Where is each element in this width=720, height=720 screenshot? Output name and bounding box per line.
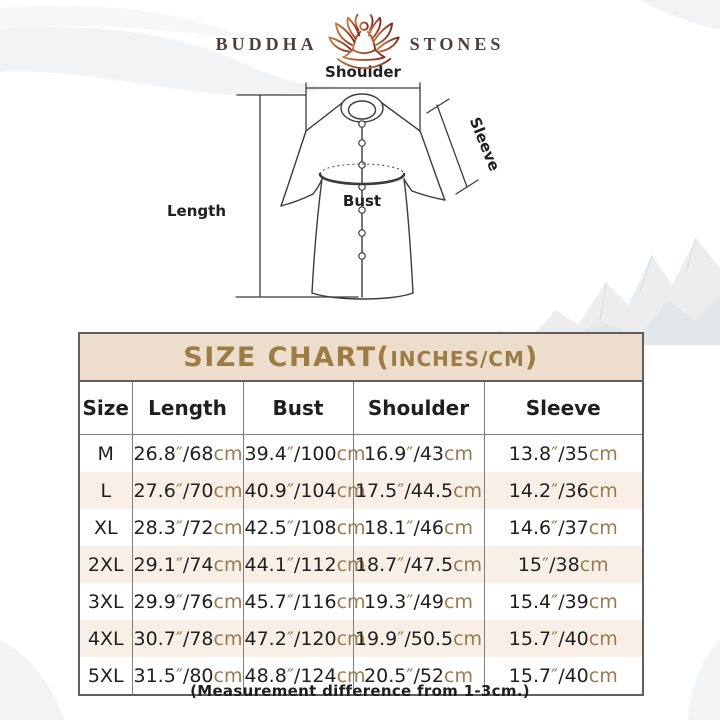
measurement-cell: 28.3″/72cm [131, 509, 243, 546]
shoulder-label: Shoulder [325, 63, 402, 81]
sleeve-label: Sleeve [466, 115, 504, 174]
table-title: SIZE CHART(INCHES/CM) [79, 333, 643, 382]
measurement-cell: 40.9″/104cm [242, 472, 366, 509]
measurement-cell: 30.7″/78cm [131, 620, 243, 657]
garment-measurement-diagram: Shoulder Length Bust Sleeve [167, 63, 504, 300]
measurement-cell: 14.6″/37cm [483, 509, 643, 546]
measurement-cell: 45.7″/116cm [242, 583, 366, 620]
size-cell: 5XL [87, 664, 124, 687]
table-title-unit: INCHES/CM [390, 346, 525, 371]
mountain-ridges [599, 237, 697, 321]
bust-label: Bust [343, 192, 381, 210]
measurement-cell: 18.7″/47.5cm [352, 546, 484, 583]
measurement-cell: 29.9″/76cm [131, 583, 243, 620]
size-cell: 2XL [87, 553, 124, 576]
brand-name-left: BUDDHA [215, 33, 318, 54]
measurement-cell: 15.7″/40cm [483, 657, 643, 695]
table-title-text: SIZE CHART( [183, 341, 391, 373]
measurement-cell: 19.9″/50.5cm [352, 620, 484, 657]
measurement-cell: 17.5″/44.5cm [352, 472, 484, 509]
size-row-5xl: 5XL 31.5″/80cm 48.8″/124cm 20.5″/52cm 15.7″/… [79, 657, 643, 695]
measurement-cell: 15.4″/39cm [483, 583, 643, 620]
table-title-close: ) [524, 341, 539, 373]
mist-bottom-left [0, 640, 64, 720]
column-header-sleeve: Sleeve [483, 381, 643, 435]
measurement-cell: 48.8″/124cm [242, 657, 366, 695]
lotus-petals-and-figure [328, 14, 400, 70]
size-cell: M [97, 442, 114, 465]
column-header-row: Size Length Bust Shoulder Sleeve [79, 381, 643, 435]
shoulder-measure-line [305, 82, 421, 132]
button-placket [358, 120, 366, 260]
size-row-2xl: 2XL 29.1″/74cm 44.1″/112cm 18.7″/47.5cm 15″/… [79, 546, 643, 583]
measurement-cell: 20.5″/52cm [352, 657, 484, 695]
size-cell: 3XL [87, 590, 124, 613]
brand-name-right: STONES [409, 33, 505, 54]
measurement-cell: 44.1″/112cm [242, 546, 366, 583]
size-chart-table: SIZE CHART(INCHES/CM) Size Length Bust Shou… [78, 332, 644, 696]
column-header-size: Size [79, 381, 132, 435]
size-cell: 4XL [87, 627, 124, 650]
measurement-cell: 15″/38cm [483, 546, 643, 583]
measurement-cell: 47.2″/120cm [242, 620, 366, 657]
measurement-cell: 42.5″/108cm [242, 509, 366, 546]
measurement-cell: 15.7″/40cm [483, 620, 643, 657]
measurement-cell: 14.2″/36cm [483, 472, 643, 509]
mist-top-left [0, 27, 340, 96]
size-row-xl: XL 28.3″/72cm 42.5″/108cm 18.1″/46cm 14.6″/3… [79, 509, 643, 546]
size-row-m: M 26.8″/68cm 39.4″/100cm 16.9″/43cm 13.8″/35… [79, 434, 643, 472]
measurement-cell: 29.1″/74cm [131, 546, 243, 583]
brand-header: BUDDHA [0, 14, 720, 74]
measurement-cell: 13.8″/35cm [483, 434, 643, 472]
column-header-bust: Bust [242, 381, 353, 435]
size-row-4xl: 4XL 30.7″/78cm 47.2″/120cm 19.9″/50.5cm 15.7… [79, 620, 643, 657]
table-body: M 26.8″/68cm 39.4″/100cm 16.9″/43cm 13.8″/35… [79, 434, 643, 695]
column-header-shoulder: Shoulder [352, 381, 484, 435]
mist-top-left-2 [0, 5, 250, 41]
measurement-cell: 26.8″/68cm [131, 434, 243, 472]
lotus-meditation-logo-icon [328, 14, 400, 70]
measurement-cell: 27.6″/70cm [131, 472, 243, 509]
mist-bottom-right [688, 640, 720, 720]
length-label: Length [167, 202, 226, 220]
measurement-cell: 39.4″/100cm [242, 434, 366, 472]
bust-measure-ellipse [318, 163, 406, 186]
measurement-cell: 19.3″/49cm [352, 583, 484, 620]
column-header-length: Length [131, 381, 243, 435]
size-row-l: L 27.6″/70cm 40.9″/104cm 17.5″/44.5cm 14.2″/… [79, 472, 643, 509]
measurement-cell: 16.9″/43cm [352, 434, 484, 472]
sleeve-measure-line [426, 98, 479, 195]
measurement-cell: 31.5″/80cm [131, 657, 243, 695]
size-cell: XL [93, 516, 118, 539]
length-measure-line [235, 94, 359, 298]
mist-top-right [640, 0, 720, 30]
measurement-note: (Measurement difference from 1-3cm.) [190, 682, 530, 700]
size-row-3xl: 3XL 29.9″/76cm 45.7″/116cm 19.3″/49cm 15.4″/… [79, 583, 643, 620]
measurement-cell: 18.1″/46cm [352, 509, 484, 546]
size-cell: L [100, 479, 112, 502]
table-title-row: SIZE CHART(INCHES/CM) [79, 333, 643, 382]
